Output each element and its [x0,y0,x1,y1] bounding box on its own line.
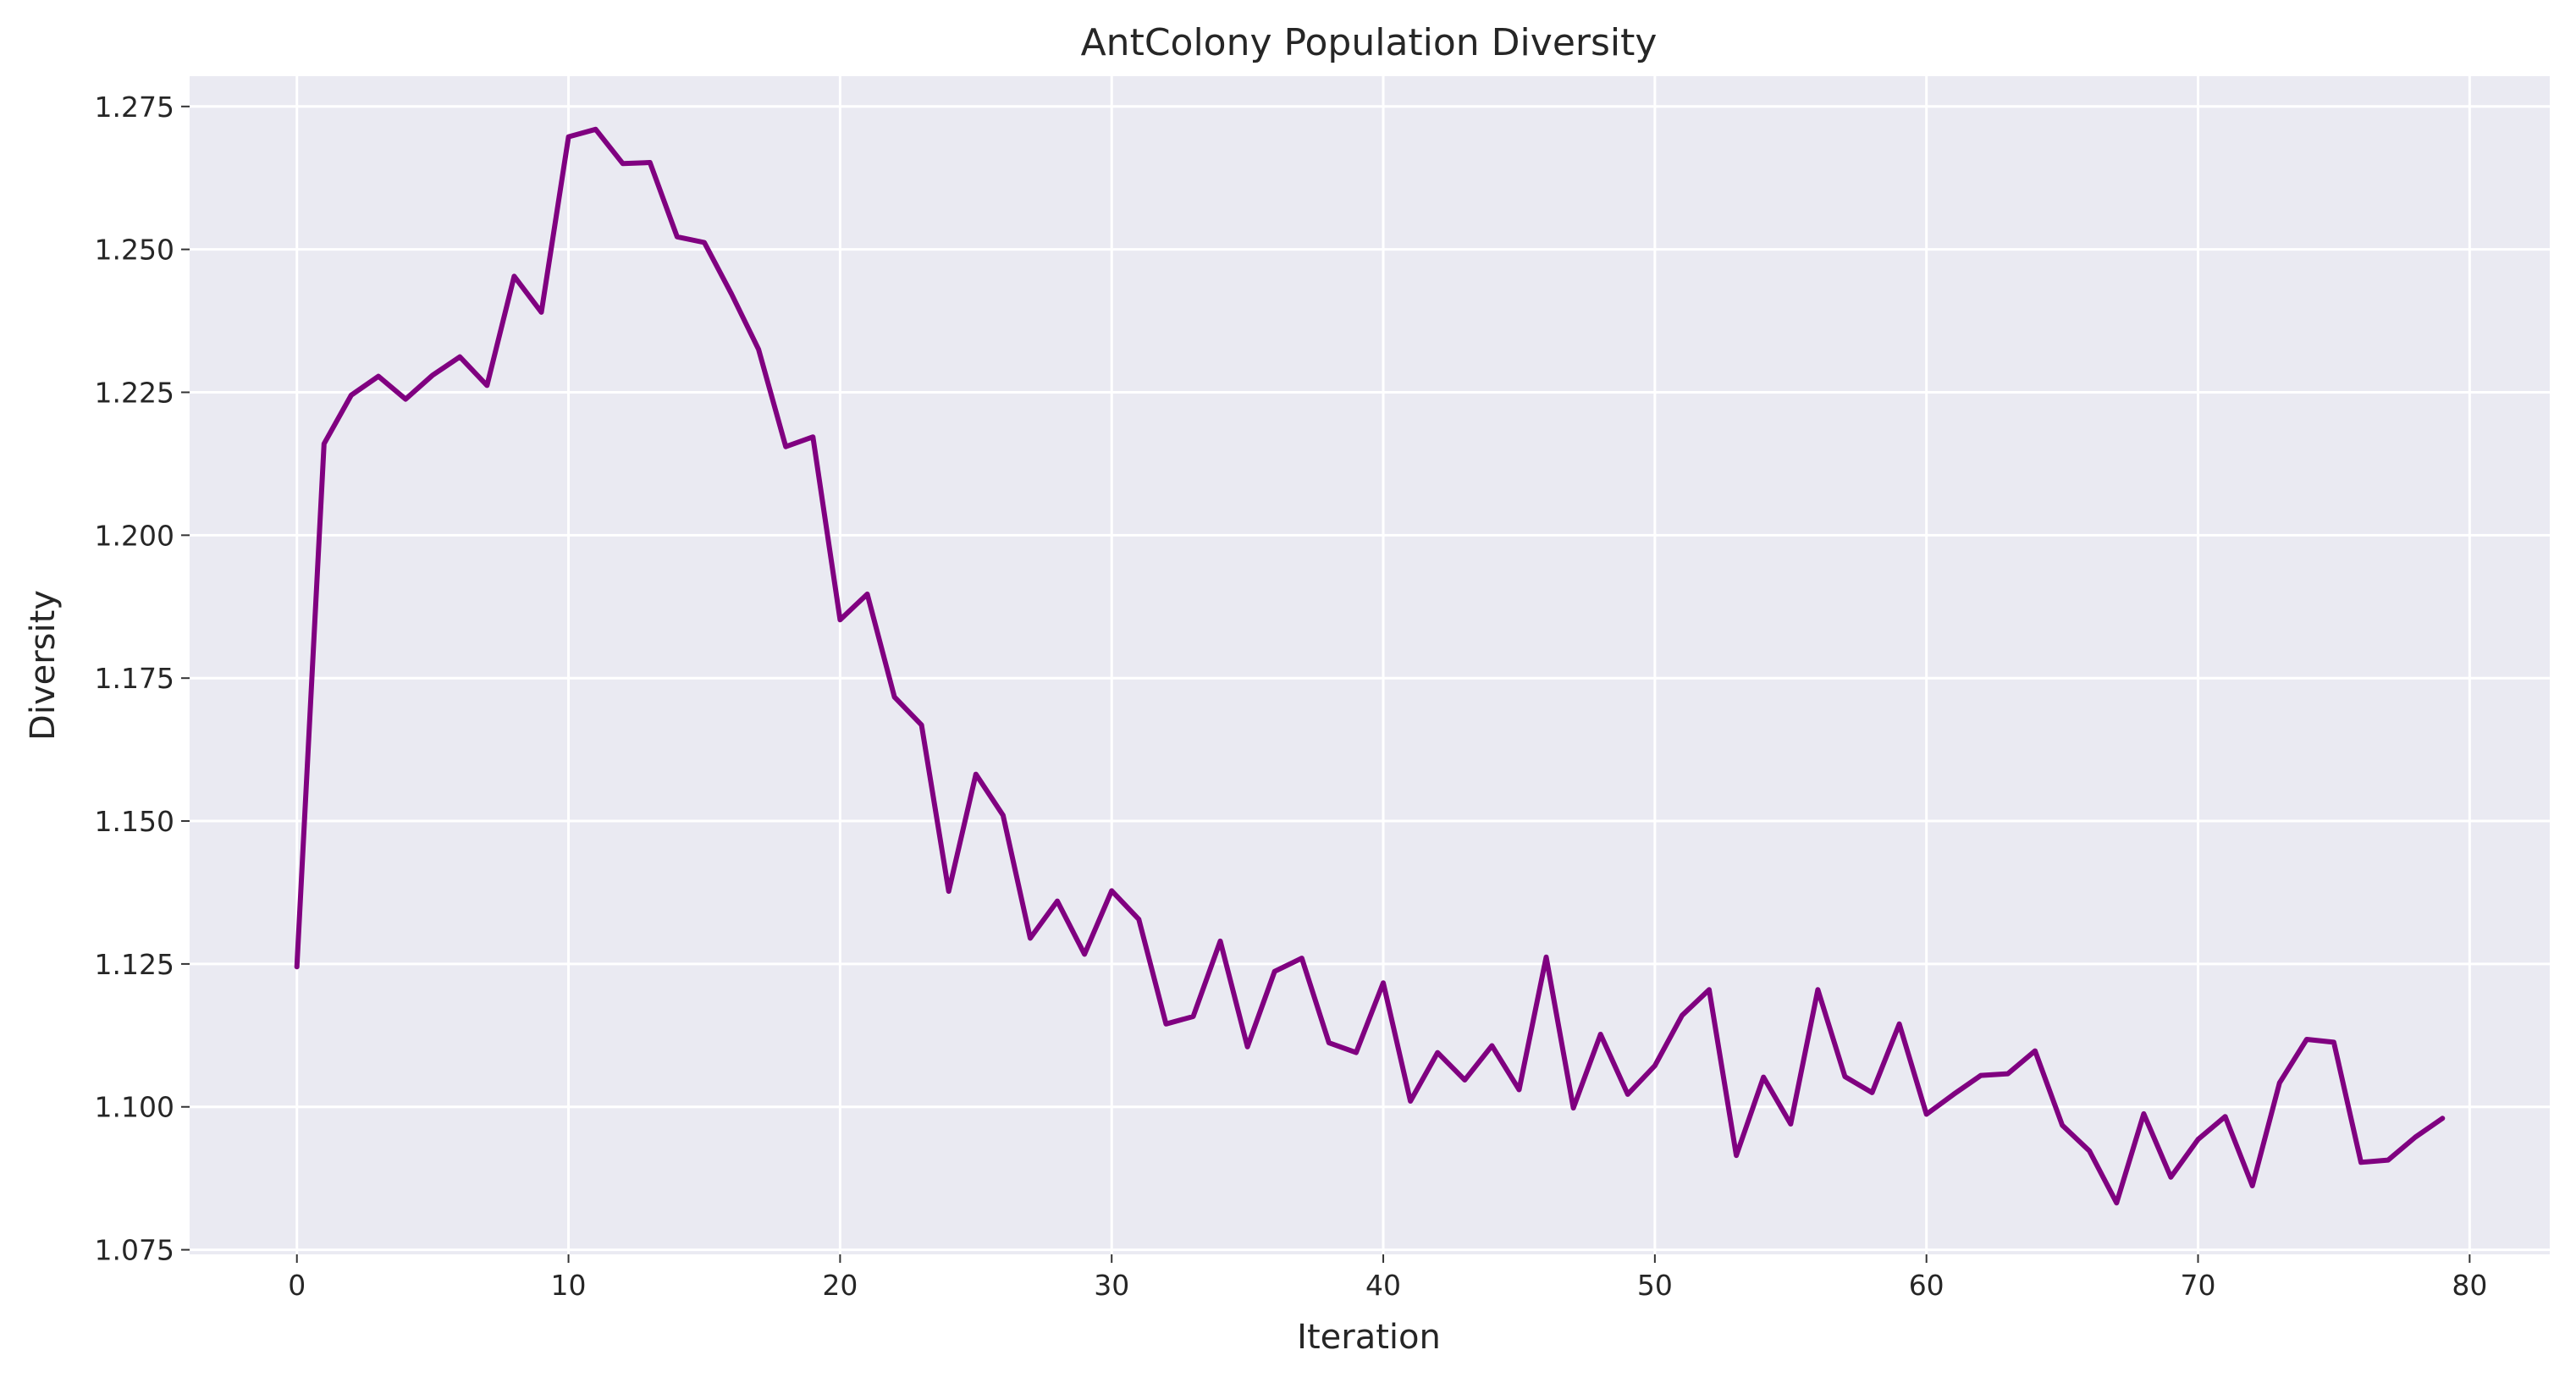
y-tick-label: 1.125 [95,948,174,981]
y-tick-label: 1.250 [95,234,174,267]
y-axis: 1.075 1.100 1.125 1.150 1.175 1.200 1.225 1.250… [95,91,190,1267]
x-tick-label: 40 [1365,1269,1401,1302]
x-tick-label: 30 [1094,1269,1129,1302]
x-tick-label: 60 [1909,1269,1944,1302]
grid-lines [190,76,2550,1254]
y-tick-label: 1.100 [95,1091,174,1124]
y-tick-label: 1.150 [95,805,174,838]
x-axis-label: Iteration [1297,1318,1441,1357]
x-tick-label: 70 [2181,1269,2216,1302]
chart-title: AntColony Population Diversity [1081,21,1658,64]
y-tick-label: 1.275 [95,91,174,124]
x-tick-label: 50 [1637,1269,1673,1302]
x-tick-label: 80 [2452,1269,2487,1302]
data-series [294,126,2446,1206]
x-tick-label: 0 [288,1269,306,1302]
x-tick-label: 20 [822,1269,858,1302]
y-axis-label: Diversity [24,590,63,741]
x-tick-label: 10 [551,1269,587,1302]
y-tick-label: 1.200 [95,519,174,552]
series-line [294,126,2446,1206]
y-tick-label: 1.075 [95,1234,174,1267]
y-tick-label: 1.225 [95,376,174,409]
y-tick-label: 1.175 [95,662,174,695]
plot-area [190,76,2550,1254]
x-axis: 0 10 20 30 40 50 60 70 80 [288,1254,2487,1302]
